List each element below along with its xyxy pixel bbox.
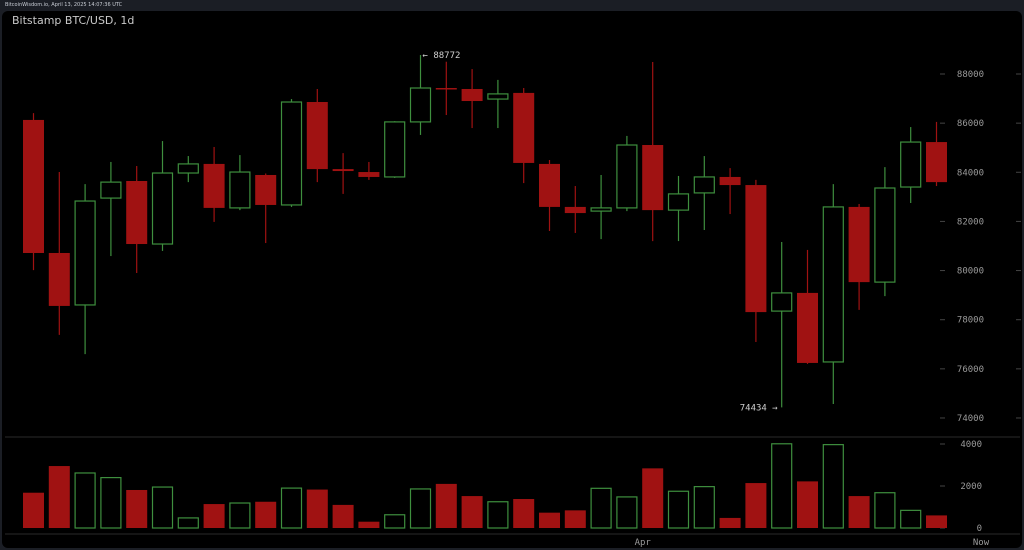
candle-body-up <box>616 144 638 209</box>
price-tick-label: 74000 <box>957 414 984 424</box>
x-tick-label: Now <box>973 538 990 548</box>
volume-bar-up <box>151 486 174 529</box>
candle-body-down <box>306 102 328 170</box>
volume-bar-down <box>332 504 354 528</box>
volume-bar-down <box>48 466 70 528</box>
volume-bar-up <box>693 486 715 529</box>
volume-bar-down <box>797 481 818 528</box>
candle-body-down <box>797 292 818 363</box>
volume-bar-down <box>435 483 457 528</box>
candle-body-down <box>642 145 664 211</box>
candle-body-down <box>719 176 741 186</box>
candle-body-down <box>203 163 225 208</box>
candle-body-down <box>848 206 870 283</box>
candle-body-up <box>384 121 406 178</box>
price-tick-label: 78000 <box>957 316 984 326</box>
price-tick-label: 82000 <box>957 217 984 227</box>
candle-body-up <box>409 87 432 123</box>
volume-bar-up <box>822 444 844 529</box>
candle-body-down <box>926 142 947 183</box>
price-tick-label: 84000 <box>957 168 984 178</box>
chart-title: Bitstamp BTC/USD, 1d <box>12 14 135 27</box>
volume-bar-down <box>848 496 870 528</box>
volume-bar-down <box>513 499 535 528</box>
volume-bar-down <box>255 501 277 528</box>
volume-bar-up <box>874 492 896 529</box>
price-tick-label: 76000 <box>957 365 984 375</box>
volume-bar-up <box>280 487 303 529</box>
x-tick-label: Apr <box>635 538 652 548</box>
candle-body-up <box>822 206 844 363</box>
candle-body-up <box>229 171 251 209</box>
candle-body-down <box>358 172 380 177</box>
volume-bar-up <box>74 472 96 529</box>
volume-tick-label: 2000 <box>960 482 982 492</box>
candle-body-down <box>23 119 44 253</box>
candle-body-down <box>539 163 560 207</box>
volume-bar-up <box>667 490 690 529</box>
candle-body-down <box>513 92 535 163</box>
candle-body-up <box>590 207 612 212</box>
candle-body-down <box>745 185 767 313</box>
candle-body-down <box>126 181 148 245</box>
candle-body-down <box>332 169 354 172</box>
candle-body-up <box>74 200 96 306</box>
volume-bar-down <box>719 517 741 528</box>
volume-bar-down <box>306 489 328 528</box>
volume-bar-up <box>229 502 251 529</box>
candle-body-up <box>100 181 122 199</box>
candle-body-down <box>48 252 70 306</box>
high-annotation: ← 88772 <box>423 51 461 61</box>
price-tick-label: 88000 <box>957 70 984 80</box>
volume-bar-down <box>23 492 44 528</box>
volume-bar-down <box>461 496 483 528</box>
volume-bar-up <box>900 509 922 529</box>
candle-body-up <box>771 292 793 312</box>
candle-body-up <box>693 176 715 194</box>
volume-bar-up <box>487 501 509 529</box>
volume-bar-down <box>358 521 380 528</box>
volume-bar-down <box>926 515 947 528</box>
volume-tick-label: 4000 <box>960 440 982 450</box>
volume-bar-down <box>539 512 560 528</box>
candle-body-up <box>280 101 303 206</box>
candle-body-up <box>177 163 199 174</box>
volume-bar-down <box>642 468 664 528</box>
candle-body-up <box>667 193 690 211</box>
volume-bar-up <box>590 487 612 529</box>
candle-body-down <box>255 174 277 205</box>
candle-body-down <box>435 88 457 90</box>
volume-bar-up <box>100 477 122 529</box>
source-timestamp: BitcoinWisdom.io, April 13, 2025 14:07:3… <box>5 2 123 8</box>
volume-bar-up <box>384 514 406 529</box>
price-tick-label: 86000 <box>957 119 984 129</box>
volume-bar-down <box>203 504 225 528</box>
volume-bar-down <box>745 483 767 528</box>
candle-body-down <box>564 206 586 214</box>
volume-bar-down <box>564 510 586 528</box>
volume-bar-up <box>177 517 199 529</box>
candle-body-down <box>461 88 483 102</box>
candle-body-up <box>874 187 896 283</box>
volume-bar-up <box>616 496 638 529</box>
candle-body-up <box>900 141 922 188</box>
volume-bar-up <box>409 488 432 529</box>
volume-tick-label: 0 <box>977 524 982 534</box>
volume-bar-up <box>771 443 793 529</box>
candle-body-up <box>487 93 509 100</box>
price-tick-label: 80000 <box>957 267 984 277</box>
candle-body-up <box>151 172 174 245</box>
low-annotation: 74434 → <box>740 403 779 413</box>
volume-bar-down <box>126 489 148 528</box>
